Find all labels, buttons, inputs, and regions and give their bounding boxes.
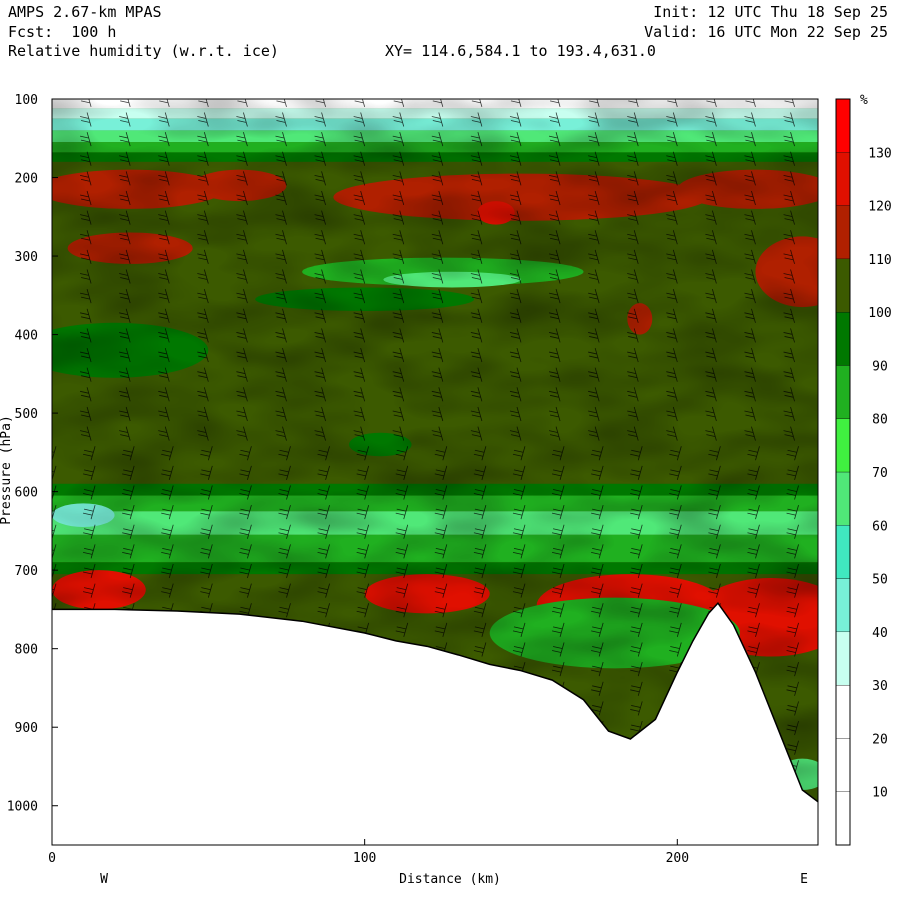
y-tick-label: 600 xyxy=(15,486,38,501)
colorbar-swatch xyxy=(835,418,851,473)
colorbar-swatch xyxy=(835,471,851,526)
colorbar-swatch xyxy=(835,738,851,792)
colorbar-label: 10 xyxy=(872,786,888,801)
terrain-outline xyxy=(52,601,818,803)
y-tick-label: 1000 xyxy=(7,800,38,815)
colorbar-label: 110 xyxy=(868,253,891,268)
y-tick-label: 900 xyxy=(15,721,38,736)
colorbar-label: 90 xyxy=(872,359,888,374)
colorbar-swatch xyxy=(835,631,851,686)
colorbar-swatch xyxy=(835,791,851,846)
colorbar: 10 20 30 40 50 60 70 80 90 100 110 120 130 xyxy=(835,98,892,846)
y-tick-label: 200 xyxy=(15,172,38,187)
west-label: W xyxy=(100,872,108,887)
colorbar-swatch xyxy=(835,311,851,366)
field-name: Relative humidity (w.r.t. ice) xyxy=(8,42,279,60)
x-tick-label: 0 xyxy=(48,851,56,866)
colorbar-label: 50 xyxy=(872,573,888,588)
colorbar-unit: % xyxy=(860,93,868,108)
colorbar-label: 60 xyxy=(872,519,888,534)
colorbar-swatch xyxy=(835,258,851,313)
colorbar-swatch xyxy=(835,684,851,739)
cross-section-endpoints: XY= 114.6,584.1 to 193.4,631.0 xyxy=(385,42,656,60)
y-tick-label: 700 xyxy=(15,564,38,579)
colorbar-swatch xyxy=(835,525,851,579)
plot-frame xyxy=(51,98,819,846)
colorbar-label: 130 xyxy=(868,146,891,161)
colorbar-label: 70 xyxy=(872,466,888,481)
east-label: E xyxy=(800,872,808,887)
colorbar-label: 30 xyxy=(872,679,888,694)
colorbar-swatch xyxy=(835,578,851,633)
colorbar-label: 20 xyxy=(872,732,888,747)
colorbar-frame xyxy=(835,98,851,846)
colorbar-label: 100 xyxy=(868,306,891,321)
y-tick-label: 400 xyxy=(15,329,38,344)
y-tick-label: 800 xyxy=(15,643,38,658)
y-tick-label: 300 xyxy=(15,250,38,265)
model-title: AMPS 2.67-km MPAS xyxy=(8,3,162,21)
x-axis-label: Distance (km) xyxy=(399,872,501,887)
colorbar-label: 40 xyxy=(872,626,888,641)
x-tick-label: 100 xyxy=(353,851,376,866)
y-tick-label: 500 xyxy=(15,407,38,422)
colorbar-swatch xyxy=(835,365,851,419)
colorbar-label: 120 xyxy=(868,200,891,215)
colorbar-swatch xyxy=(835,205,851,260)
y-tick-label: 100 xyxy=(15,93,38,108)
colorbar-swatch xyxy=(835,98,851,153)
x-tick-label: 200 xyxy=(666,851,689,866)
terrain xyxy=(52,601,818,845)
terrain-fill xyxy=(52,603,818,845)
y-axis-label: Pressure (hPa) xyxy=(0,415,14,525)
colorbar-swatch xyxy=(835,152,851,206)
colorbar-label: 80 xyxy=(872,413,888,428)
init-time: Init: 12 UTC Thu 18 Sep 25 xyxy=(653,3,888,21)
axes: 100 200 300 400 500 600 700 800 900 1000 0 100 200 xyxy=(7,93,689,866)
forecast-hour: Fcst: 100 h xyxy=(8,23,117,41)
valid-time: Valid: 16 UTC Mon 22 Sep 25 xyxy=(644,23,888,41)
